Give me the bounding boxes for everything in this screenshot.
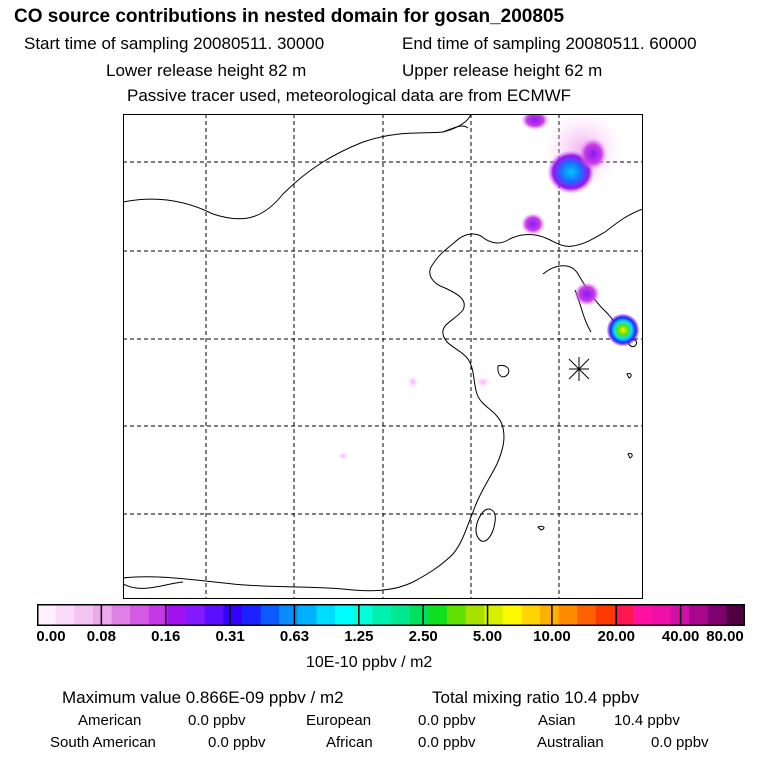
map-gridlines <box>123 114 643 599</box>
colorbar-tick-label: 0.16 <box>151 628 181 645</box>
plume-top <box>521 114 549 130</box>
plume-korea <box>574 282 600 306</box>
colorbar-cell <box>577 604 597 626</box>
plume-faint-1 <box>407 375 419 389</box>
colorbar-tick-label: 5.00 <box>472 628 503 645</box>
lower-release-height-label: Lower release height 82 m <box>106 61 307 80</box>
colorbar-tick-label: 20.00 <box>597 628 636 645</box>
colorbar-cell <box>502 604 522 626</box>
region-value-asian: 10.4 ppbv <box>614 712 680 729</box>
colorbar-cell <box>186 604 206 626</box>
plume-max <box>607 314 639 346</box>
total-mixing-ratio-label: Total mixing ratio 10.4 ppbv <box>432 688 639 707</box>
colorbar-cell <box>148 604 168 626</box>
colorbar-cell <box>595 604 616 626</box>
plume-faint-3 <box>337 452 349 460</box>
colorbar-tick-label: 0.31 <box>215 628 245 645</box>
colorbar-cell <box>353 604 373 626</box>
colorbar-cell <box>111 604 131 626</box>
colorbar-cell <box>279 604 299 626</box>
colorbar-cell <box>540 604 560 626</box>
colorbar-unit-label: 10E-10 ppbv / m2 <box>306 654 433 671</box>
colorbar-cell <box>558 604 578 626</box>
region-value-australian: 0.0 ppbv <box>651 734 709 751</box>
colorbar-cell <box>37 604 57 626</box>
end-time-label: End time of sampling 20080511. 60000 <box>402 34 697 53</box>
plume-faint-2 <box>475 376 491 388</box>
region-value-african: 0.0 ppbv <box>418 734 476 751</box>
colorbar-tick-label: 2.50 <box>408 628 438 645</box>
colorbar-cell <box>633 604 653 626</box>
colorbar-cell <box>428 604 448 626</box>
region-name-american: American <box>78 712 142 729</box>
colorbar-cell <box>614 604 634 626</box>
colorbar-cell <box>130 604 150 626</box>
colorbar-cell <box>204 604 224 626</box>
colorbar-tick-label: 10.00 <box>533 628 571 645</box>
colorbar-cell <box>316 604 336 626</box>
colorbar-cell <box>297 604 317 626</box>
colorbar-tick-label: 40.00 <box>661 628 700 645</box>
start-time-label: Start time of sampling 20080511. 30000 <box>24 34 325 53</box>
figure-title: CO source contributions in nested domain… <box>14 6 565 27</box>
colorbar-cell <box>92 604 113 626</box>
colorbar <box>37 604 745 626</box>
region-value-south-american: 0.0 ppbv <box>208 734 266 751</box>
plume-north-east <box>579 138 607 170</box>
region-name-south-american: South American <box>50 734 156 751</box>
region-name-european: European <box>306 712 372 729</box>
colorbar-cell <box>521 604 541 626</box>
colorbar-cell <box>260 604 280 626</box>
colorbar-cell <box>651 604 671 626</box>
colorbar-cell <box>223 604 243 626</box>
region-value-european: 0.0 ppbv <box>418 712 476 729</box>
colorbar-cell <box>446 604 467 626</box>
colorbar-cell <box>167 604 187 626</box>
colorbar-cell <box>335 604 355 626</box>
region-name-african: African <box>326 734 373 751</box>
tracer-note: Passive tracer used, meteorological data… <box>127 86 572 105</box>
colorbar-cell <box>726 604 745 626</box>
colorbar-cell <box>372 604 392 626</box>
colorbar-cell <box>707 604 727 626</box>
colorbar-tick-label: 0.63 <box>279 628 310 645</box>
colorbar-cell <box>465 604 485 626</box>
colorbar-tick-label: 80.00 <box>706 628 744 645</box>
colorbar-cell <box>689 604 709 626</box>
plume-central <box>521 213 545 235</box>
upper-release-height-label: Upper release height 62 m <box>402 61 603 80</box>
maximum-value-label: Maximum value 0.866E-09 ppbv / m2 <box>62 688 344 707</box>
region-value-american: 0.0 ppbv <box>188 712 246 729</box>
receptor-marker-icon <box>568 357 590 381</box>
colorbar-cell <box>55 604 75 626</box>
colorbar-cell <box>391 604 411 626</box>
colorbar-cell <box>484 604 504 626</box>
concentration-map <box>123 114 643 599</box>
region-name-asian: Asian <box>538 712 576 729</box>
concentration-plumes <box>337 114 639 460</box>
map-frame <box>123 114 643 599</box>
colorbar-frame <box>37 604 745 626</box>
colorbar-tick-label: 0.08 <box>86 628 116 645</box>
colorbar-tick-label: 1.25 <box>344 628 374 645</box>
colorbar-cell <box>409 604 429 626</box>
colorbar-tick-label: 0.00 <box>36 628 66 645</box>
colorbar-cell <box>74 604 94 626</box>
colorbar-cell <box>241 604 262 626</box>
region-name-australian: Australian <box>537 734 604 751</box>
